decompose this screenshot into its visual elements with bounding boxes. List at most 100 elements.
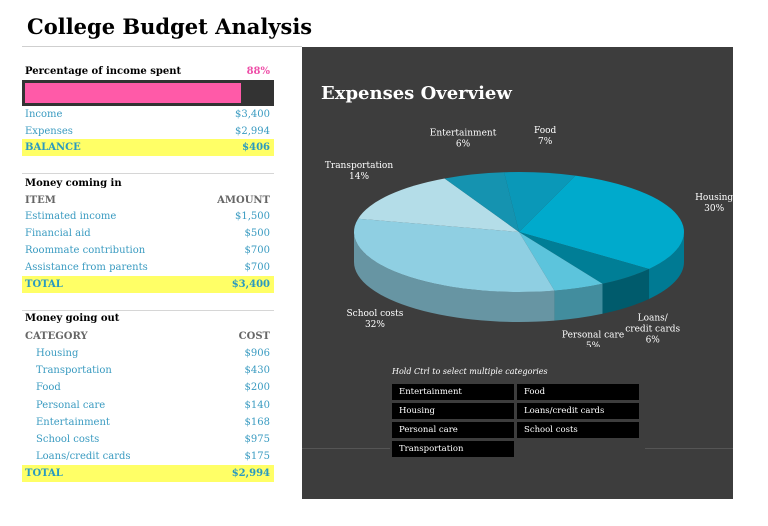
money-out-heading-text: Money going out <box>25 313 120 324</box>
pie-slice-housing <box>519 175 684 269</box>
balance-label: BALANCE <box>25 142 81 153</box>
pie-slice-side-school-costs <box>354 232 555 322</box>
table-row: Transportation $430 <box>22 362 274 379</box>
pie-slice-entertainment <box>444 172 519 232</box>
row-label: Food <box>36 382 61 393</box>
pie-category-label: School costs <box>347 309 404 319</box>
pie-category-label: Personal care <box>562 331 624 341</box>
pie-value-label: 30% <box>704 204 724 214</box>
slicer-button-personal-care[interactable]: Personal care <box>392 422 514 438</box>
slicer-button-loans-credit-cards[interactable]: Loans/credit cards <box>517 403 639 419</box>
row-value: $975 <box>244 434 270 445</box>
expenses-label: Expenses <box>25 126 73 137</box>
row-value: $175 <box>244 451 270 462</box>
balance-value: $406 <box>242 142 270 153</box>
table-row: Roommate contribution $700 <box>22 242 274 259</box>
income-row: Income $3,400 <box>22 106 274 123</box>
pie-value-label: 5% <box>586 342 601 347</box>
row-value: $1,500 <box>235 211 270 222</box>
row-label: Personal care <box>36 400 106 411</box>
pie-slice-side-personal-care <box>554 283 603 321</box>
money-in-column-header: ITEM AMOUNT <box>22 192 274 209</box>
slicer-button-school-costs[interactable]: School costs <box>517 422 639 438</box>
pie-category-label: credit cards <box>625 325 680 335</box>
money-out-heading: Money going out <box>22 310 274 327</box>
row-value: $200 <box>244 382 270 393</box>
title-divider <box>22 46 302 47</box>
money-in-heading-text: Money coming in <box>25 178 122 189</box>
row-value: $700 <box>244 245 270 256</box>
pie-category-label: Housing <box>695 193 733 203</box>
pie-value-label: 6% <box>456 140 471 150</box>
pie-category-label: Transportation <box>325 161 393 171</box>
pie-slice-side-housing <box>649 232 684 299</box>
row-value: $500 <box>244 228 270 239</box>
slicer-divider <box>645 448 733 449</box>
total-label: TOTAL <box>25 279 63 290</box>
pie-value-label: 14% <box>349 172 369 182</box>
total-value: $3,400 <box>231 279 270 290</box>
row-value: $700 <box>244 262 270 273</box>
slicer-button-food[interactable]: Food <box>517 384 639 400</box>
pie-slice-food <box>504 172 576 232</box>
row-label: Financial aid <box>25 228 91 239</box>
page-title: College Budget Analysis <box>27 14 313 39</box>
pie-value-label: 6% <box>646 336 661 346</box>
row-value: $430 <box>244 365 270 376</box>
slicer-hint: Hold Ctrl to select multiple categories <box>392 367 548 376</box>
table-row: Personal care $140 <box>22 397 274 414</box>
row-value: $906 <box>244 348 270 359</box>
percentage-spent-label: Percentage of income spent <box>25 66 182 77</box>
chart-panel: Expenses Overview Housing 30% Loans/credit… <box>302 47 733 499</box>
total-label: TOTAL <box>25 468 63 479</box>
category-column-header: CATEGORY <box>25 331 88 342</box>
table-row: Financial aid $500 <box>22 225 274 242</box>
pie-category-label: Food <box>534 126 557 136</box>
expenses-value: $2,994 <box>235 126 270 137</box>
slicer-button-entertainment[interactable]: Entertainment <box>392 384 514 400</box>
table-row: Housing $906 <box>22 345 274 362</box>
total-value: $2,994 <box>231 468 270 479</box>
percentage-spent-bar <box>22 80 274 106</box>
table-row: School costs $975 <box>22 431 274 448</box>
balance-row: BALANCE $406 <box>22 139 274 156</box>
row-value: $140 <box>244 400 270 411</box>
section-divider <box>22 310 274 311</box>
pie-value-label: 32% <box>365 320 385 330</box>
money-in-total-row: TOTAL $3,400 <box>22 276 274 293</box>
income-value: $3,400 <box>235 109 270 120</box>
money-out-total-row: TOTAL $2,994 <box>22 465 274 482</box>
percentage-spent-value: 88% <box>246 66 270 77</box>
row-label: Assistance from parents <box>25 262 148 273</box>
pie-slice-school-costs <box>353 218 555 292</box>
row-label: Loans/credit cards <box>36 451 131 462</box>
item-column-header: ITEM <box>25 195 56 206</box>
row-label: Entertainment <box>36 417 110 428</box>
pie-slice-side-loans-credit-cards <box>602 268 650 314</box>
pie-slice-loans-credit-cards <box>519 232 650 284</box>
income-label: Income <box>25 109 63 120</box>
row-value: $168 <box>244 417 270 428</box>
row-label: Estimated income <box>25 211 117 222</box>
chart-title: Expenses Overview <box>321 83 512 104</box>
table-row: Food $200 <box>22 379 274 396</box>
slicer-button-transportation[interactable]: Transportation <box>392 441 514 457</box>
pie-slice-transportation <box>358 178 519 232</box>
amount-column-header: AMOUNT <box>217 195 270 206</box>
pie-category-label: Loans/ <box>638 314 669 324</box>
table-row: Estimated income $1,500 <box>22 208 274 225</box>
slicer-button-housing[interactable]: Housing <box>392 403 514 419</box>
row-label: Transportation <box>36 365 112 376</box>
pie-category-label: Entertainment <box>430 129 497 139</box>
cost-column-header: COST <box>238 331 270 342</box>
expenses-row: Expenses $2,994 <box>22 123 274 140</box>
row-label: Roommate contribution <box>25 245 146 256</box>
